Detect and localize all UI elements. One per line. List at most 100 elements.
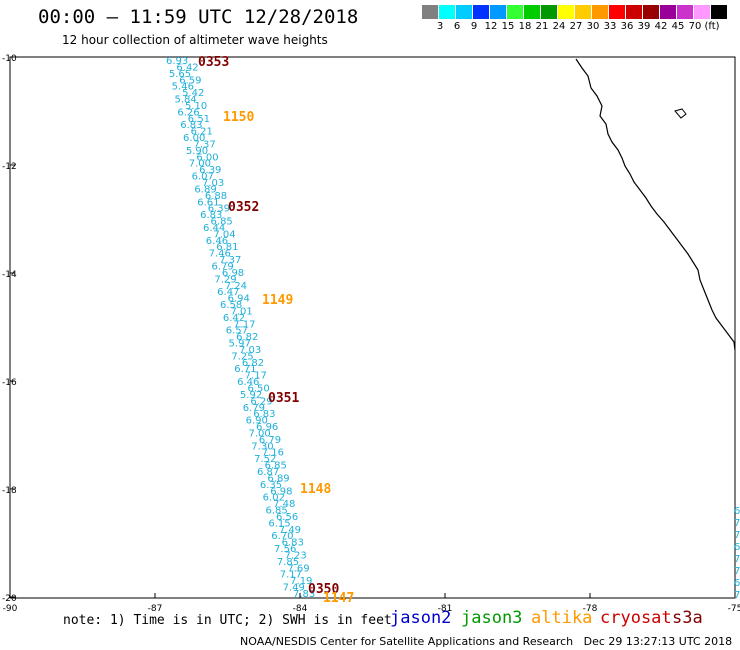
colorbar-label: 42	[654, 21, 668, 32]
swh-value: 6.46	[237, 377, 259, 388]
swh-value: 6.83	[200, 210, 222, 221]
swh-value: 7.5	[734, 518, 740, 529]
swh-value: 6.85	[266, 506, 288, 517]
colorbar-swatch	[660, 5, 677, 19]
swh-value: 6.98	[270, 486, 292, 497]
colorbar-label: (ft)	[704, 21, 720, 32]
swh-value: 6.00	[196, 152, 218, 163]
swh-value: 6.61	[197, 197, 219, 208]
swh-value: 5.65	[169, 69, 191, 80]
swh-value: 7.37	[193, 139, 215, 150]
swh-value: 7.56	[274, 544, 296, 555]
altimeter-track: 6.936.425.656.595.465.425.845.106.266.51…	[166, 56, 315, 600]
colorbar-label: 30	[586, 21, 600, 32]
swh-value: 7.3	[734, 590, 740, 601]
colorbar-swatch	[609, 5, 626, 19]
swh-value: 6.59	[179, 75, 201, 86]
colorbar-swatch	[473, 5, 490, 19]
swh-value: 7.03	[202, 178, 224, 189]
swh-value: 7.04	[213, 229, 235, 240]
island	[674, 108, 687, 119]
pass-time-label: 0352	[228, 200, 259, 215]
x-tick-label: -90	[3, 604, 18, 614]
swh-value: 6.00	[183, 133, 205, 144]
swh-value: 7.16	[262, 448, 284, 459]
colorbar-swatch	[456, 5, 473, 19]
swh-value: 6.79	[243, 403, 265, 414]
swh-value: 7.49	[279, 525, 301, 536]
colorbar-label: 33	[603, 21, 617, 32]
colorbar-swatch	[626, 5, 643, 19]
swh-value: 5.97	[229, 339, 251, 350]
swh-value: 7.17	[233, 319, 255, 330]
swh-value: 6.29	[250, 396, 272, 407]
pass-time-label: 1149	[262, 293, 293, 308]
swh-value: 6.8	[734, 578, 740, 589]
swh-value: 7.69	[287, 563, 309, 574]
pass-time-label: 1148	[300, 482, 331, 497]
legend-item-altika: altika	[531, 608, 593, 628]
swh-value: 5.46	[172, 82, 194, 93]
swh-value: 6.81	[216, 242, 238, 253]
colorbar-label: 45	[671, 21, 685, 32]
swh-value: 5.42	[182, 88, 204, 99]
swh-value: 6.94	[228, 294, 250, 305]
colorbar-swatch	[643, 5, 660, 19]
colorbar-label: 36	[620, 21, 634, 32]
colorbar-label: 18	[518, 21, 532, 32]
swh-value: 6.79	[259, 435, 281, 446]
colorbar-label: 21	[535, 21, 549, 32]
swh-value: 6.70	[271, 531, 293, 542]
colorbar-label: 9	[470, 21, 478, 32]
page-title: 00:00 – 11:59 UTC 12/28/2018	[38, 6, 359, 28]
swh-value: 6.98	[222, 268, 244, 279]
x-tick-label: -87	[148, 604, 163, 614]
legend-item-cryosat: cryosat	[600, 608, 672, 628]
colorbar-label: 24	[552, 21, 566, 32]
swh-value: 7.37	[219, 255, 241, 266]
colorbar-label: 39	[637, 21, 651, 32]
swh-value: 6.26	[177, 107, 199, 118]
swh-value: 6.39	[199, 165, 221, 176]
colorbar-swatch	[507, 5, 524, 19]
axis-ticks: -90 -87 -84 -81 -78 -75 -10 -12 -14 -16 -18 -20	[2, 54, 740, 614]
swh-value: 6.85	[265, 461, 287, 472]
swh-value: 6.71	[234, 364, 256, 375]
colorbar-swatch	[677, 5, 694, 19]
swh-value: 6.89	[267, 473, 289, 484]
swh-value: 6.90	[246, 416, 268, 427]
swh-value: 7.03	[239, 345, 261, 356]
swh-value: 7.0	[734, 566, 740, 577]
plot-frame	[9, 56, 736, 599]
legend-item-jason2: jason2	[390, 608, 452, 628]
colorbar-swatch	[575, 5, 592, 19]
x-tick-label: -78	[583, 604, 598, 614]
swh-value: 6.83	[180, 120, 202, 131]
swh-value: 5.10	[185, 101, 207, 112]
swh-value: 6.47	[217, 287, 239, 298]
pass-time-label: 0353	[198, 55, 229, 70]
swh-value: 6.83	[253, 409, 275, 420]
colorbar-swatch	[490, 5, 507, 19]
colorbar-label: 70	[688, 21, 702, 32]
swh-value: 5.92	[240, 390, 262, 401]
swh-value: 6.93	[166, 56, 188, 67]
swh-value: 6.42	[176, 62, 198, 73]
swh-value: 6.9	[734, 542, 740, 553]
swh-value: 7.23	[284, 550, 306, 561]
swh-value: 7.29	[214, 274, 236, 285]
colorbar-swatch	[439, 5, 456, 19]
colorbar-swatch	[541, 5, 558, 19]
swh-value: 6.1	[734, 506, 740, 517]
swh-value: 6.50	[248, 384, 270, 395]
colorbar-swatch	[422, 5, 439, 19]
swh-value: 6.96	[256, 422, 278, 433]
coastline	[575, 58, 736, 351]
colorbar-swatch	[524, 5, 541, 19]
pass-time-label: 1150	[223, 110, 254, 125]
swh-value: 7.17	[245, 371, 267, 382]
x-tick-label: -75	[728, 604, 740, 614]
pass-time-label: 0350	[308, 582, 339, 597]
